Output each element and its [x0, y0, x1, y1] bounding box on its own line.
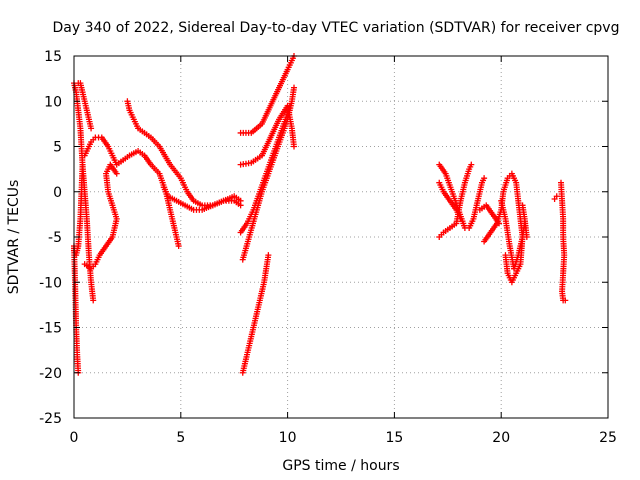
data-point: [265, 252, 272, 259]
data-point: [88, 125, 95, 132]
x-axis-title: GPS time / hours: [282, 458, 399, 474]
data-point: [562, 297, 569, 304]
y-tick-label: 10: [44, 94, 62, 110]
x-tick-label: 25: [599, 430, 617, 446]
y-tick-label: -10: [39, 275, 62, 291]
x-tick-label: 10: [279, 430, 297, 446]
data-point: [291, 143, 298, 150]
chart-title: Day 340 of 2022, Sidereal Day-to-day VTE…: [53, 20, 620, 36]
data-point: [90, 297, 97, 304]
y-tick-label: 15: [44, 49, 62, 65]
y-tick-label: 5: [53, 140, 62, 156]
y-tick-label: -15: [39, 321, 62, 337]
y-tick-label: -5: [48, 230, 62, 246]
data-point: [481, 175, 488, 182]
data-point: [502, 252, 509, 259]
data-point: [553, 193, 560, 200]
data-point: [175, 243, 182, 250]
y-axis-title: SDTVAR / TECUs: [6, 180, 22, 295]
y-tick-label: -20: [39, 366, 62, 382]
y-tick-label: 0: [53, 185, 62, 201]
data-point: [291, 84, 298, 91]
axis-ticks: 0 5 10 15 20 25 -25 -20 -15 -10 -5 0 5 10 15: [39, 49, 617, 446]
data-point: [79, 161, 86, 168]
data-point: [113, 170, 120, 177]
x-tick-label: 15: [385, 430, 403, 446]
x-tick-label: 20: [492, 430, 510, 446]
data-point: [457, 215, 464, 222]
data-points: [71, 53, 569, 376]
data-point: [523, 234, 530, 240]
data-point: [468, 161, 475, 168]
x-tick-label: 0: [70, 430, 79, 446]
data-point: [237, 197, 244, 204]
x-tick-label: 5: [176, 430, 185, 446]
y-tick-label: -25: [39, 411, 62, 427]
